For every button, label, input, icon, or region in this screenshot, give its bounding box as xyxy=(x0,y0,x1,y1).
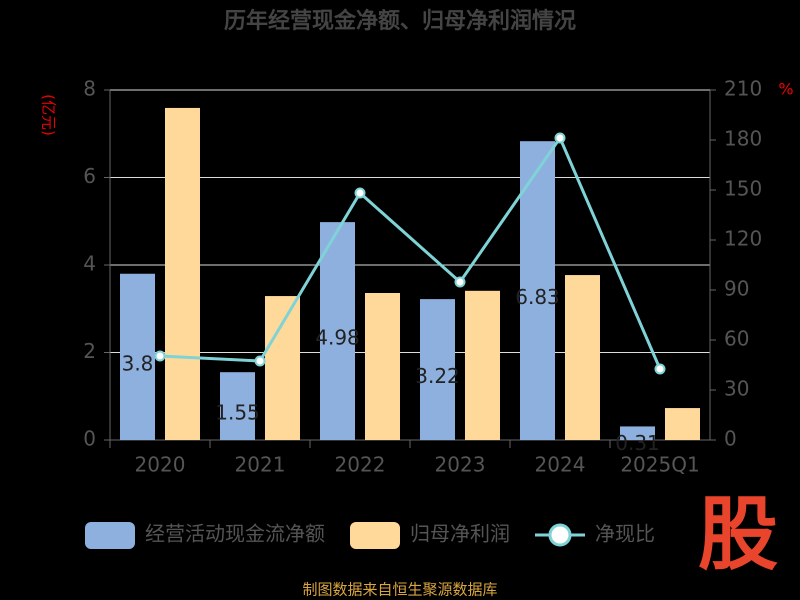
bar xyxy=(265,296,300,440)
bar xyxy=(465,290,500,440)
legend-swatch xyxy=(85,522,135,549)
data-label: 1.55 xyxy=(215,401,260,425)
y2-tick-label: 120 xyxy=(724,227,762,251)
y-tick-label: 2 xyxy=(83,339,96,363)
legend-label: 归母净利润 xyxy=(410,522,510,546)
bar xyxy=(120,273,155,440)
chart-title: 历年经营现金净额、归母净利润情况 xyxy=(224,8,576,34)
x-tick-label: 2022 xyxy=(335,453,386,477)
y2-tick-label: 60 xyxy=(724,327,749,351)
y2-tick-label: 30 xyxy=(724,377,749,401)
bar xyxy=(365,293,400,440)
y2-tick-label: 90 xyxy=(724,277,749,301)
data-label: 6.83 xyxy=(515,285,560,309)
data-label: 3.8 xyxy=(122,351,154,375)
line-point xyxy=(354,187,366,199)
x-tick-label: 2024 xyxy=(535,453,586,477)
x-tick-label: 2025Q1 xyxy=(620,453,699,477)
bar xyxy=(520,141,555,440)
y-axis-label: (亿元) xyxy=(40,94,58,136)
line xyxy=(159,134,662,370)
bar xyxy=(320,222,355,440)
x-tick-label: 2021 xyxy=(235,453,286,477)
source-note: 制图数据来自恒生聚源数据库 xyxy=(302,581,497,599)
y-tick-label: 0 xyxy=(83,427,96,451)
bar xyxy=(220,372,255,440)
legend-label: 经营活动现金流净额 xyxy=(145,522,325,546)
bar xyxy=(565,275,600,440)
data-label: 0.31 xyxy=(615,431,660,455)
bar xyxy=(620,426,655,440)
y2-tick-label: 210 xyxy=(724,77,762,101)
watermark: 股 xyxy=(698,488,778,581)
y2-axis-label: % xyxy=(778,80,793,99)
legend-swatch xyxy=(350,522,400,549)
bar xyxy=(165,107,200,440)
data-label: 4.98 xyxy=(315,326,360,350)
bar xyxy=(665,408,700,440)
legend-label: 净现比 xyxy=(595,522,655,546)
x-tick-label: 2023 xyxy=(435,453,486,477)
y-tick-label: 8 xyxy=(83,77,96,101)
y2-tick-label: 180 xyxy=(724,127,762,151)
y2-tick-label: 150 xyxy=(724,177,762,201)
line-point xyxy=(654,363,666,375)
line-point xyxy=(154,350,166,362)
line-point xyxy=(554,132,566,144)
data-label: 3.22 xyxy=(415,364,460,388)
y-tick-label: 4 xyxy=(83,252,96,276)
legend-swatch xyxy=(548,523,572,547)
y-tick-label: 6 xyxy=(83,164,96,188)
bar xyxy=(420,299,455,440)
line-point xyxy=(254,355,266,367)
x-tick-label: 2020 xyxy=(135,453,186,477)
line-point xyxy=(454,276,466,288)
y2-tick-label: 0 xyxy=(724,427,737,451)
